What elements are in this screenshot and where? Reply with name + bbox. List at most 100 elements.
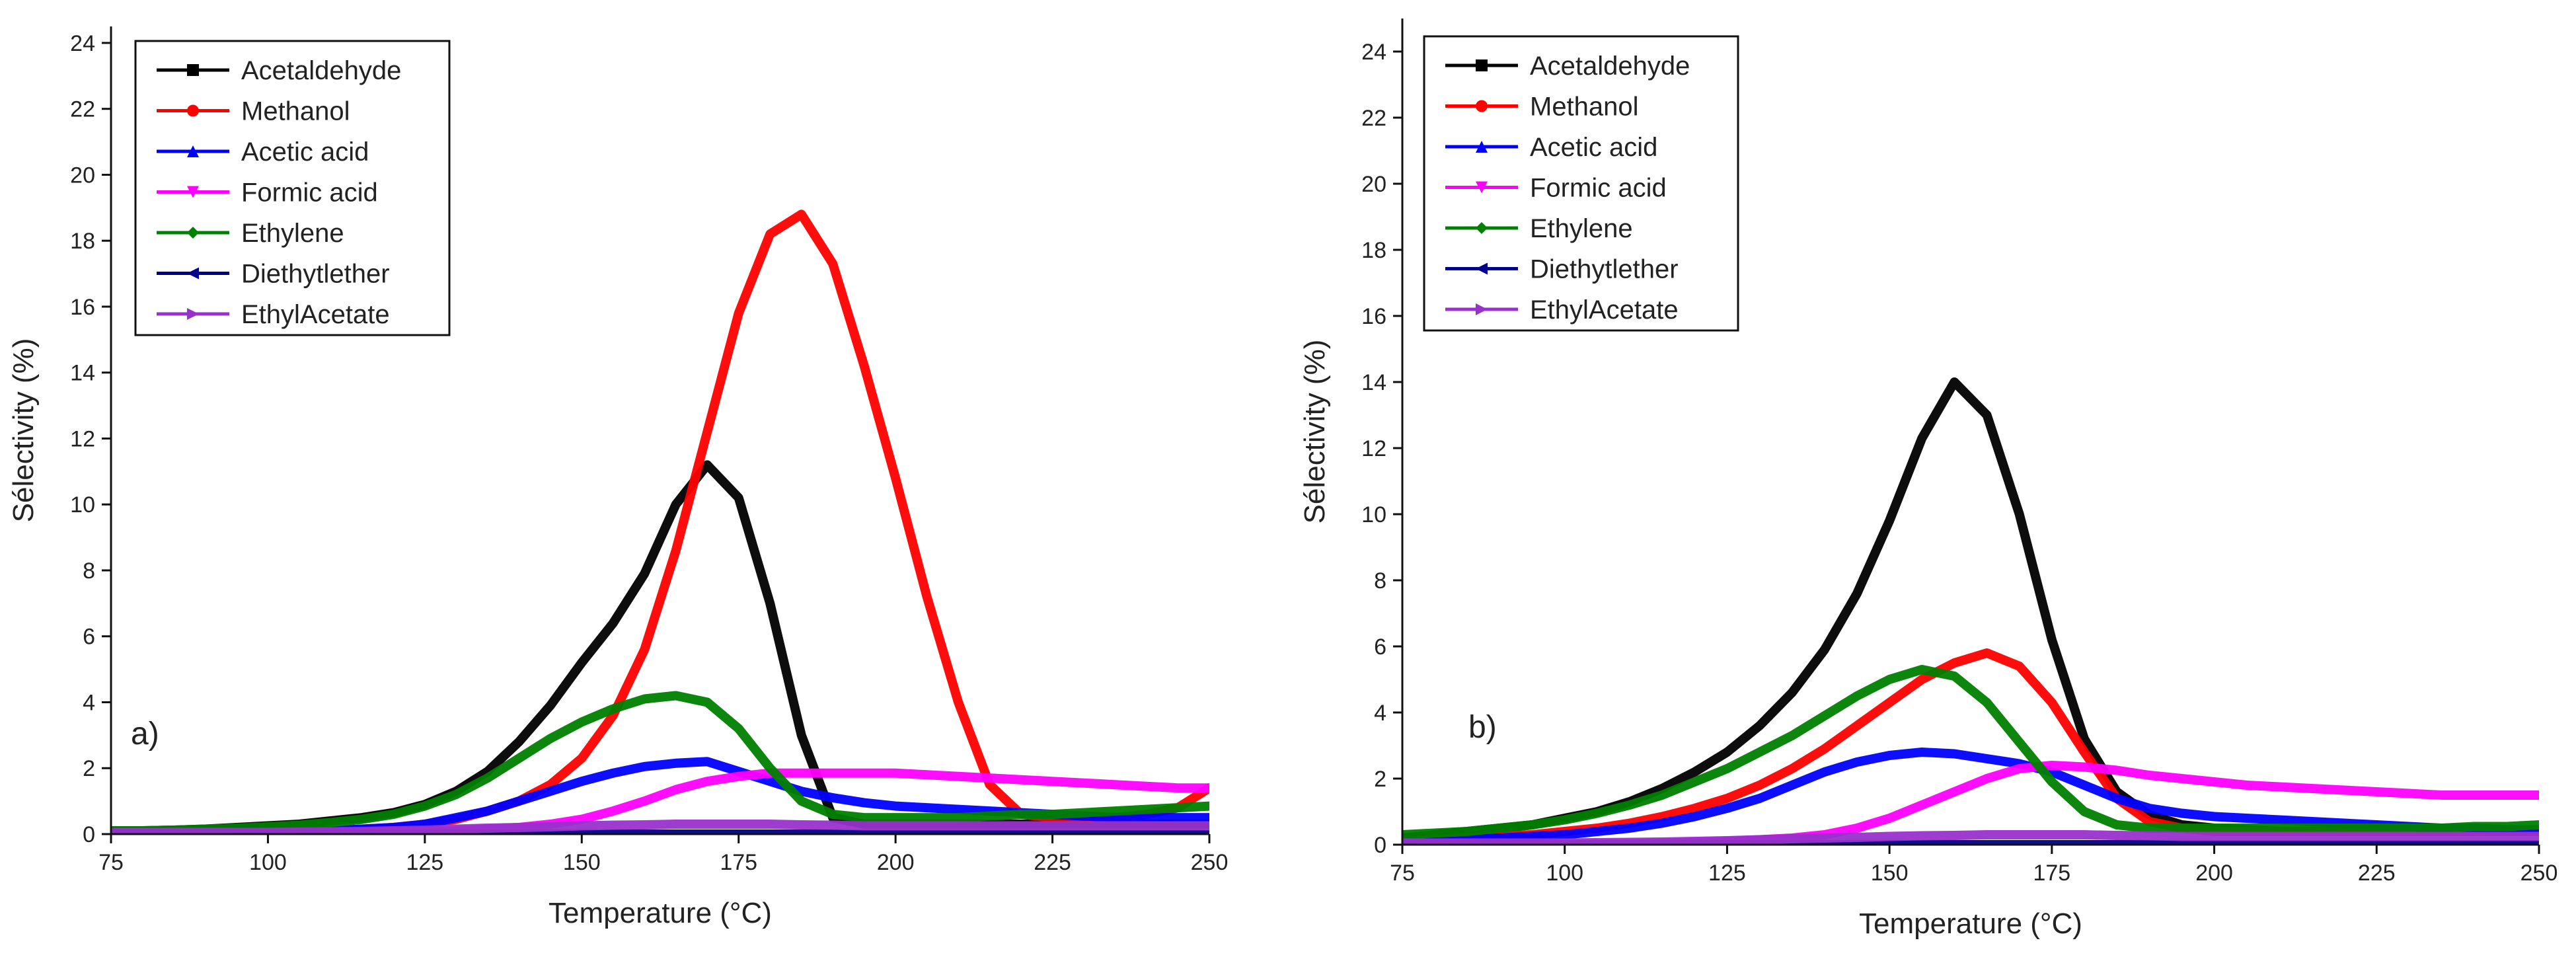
chart-panel-a: 75 100 125 150 175 200 225 25002468101214161820…: [7, 26, 1228, 929]
x-tick-label: 175: [720, 850, 757, 875]
y-tick-label: 4: [83, 690, 95, 715]
legend-label: Methanol: [241, 97, 350, 126]
y-tick-label: 0: [83, 822, 95, 847]
y-tick-label: 22: [70, 97, 95, 122]
legend: Acetaldehyde Methanol Acetic acid Formic ac…: [134, 40, 451, 336]
y-tick-label: 10: [1361, 502, 1386, 527]
legend-label: Acetaldehyde: [1530, 52, 1690, 81]
y-tick-label: 12: [70, 426, 95, 451]
series-line-acetic-acid: [1402, 748, 2539, 845]
y-tick-label: 24: [70, 31, 95, 56]
legend-marker-triangle-down: [1476, 181, 1488, 194]
y-tick-label: 24: [1361, 40, 1386, 65]
y-tick-label: 8: [83, 558, 95, 584]
legend-item: Formic acid: [157, 178, 378, 208]
y-tick-label: 4: [1374, 701, 1386, 726]
legend-item: Ethylene: [157, 219, 344, 248]
panel-label: a): [131, 716, 159, 751]
legend-label: Formic acid: [241, 178, 378, 208]
y-axis-label: Sélectivity (%): [1299, 340, 1331, 524]
y-tick-label: 6: [1374, 634, 1386, 660]
x-tick-label: 150: [1871, 861, 1909, 886]
legend-item: Acetaldehyde: [1445, 52, 1690, 81]
legend-box: [134, 40, 451, 336]
y-tick-label: 20: [70, 163, 95, 188]
legend-label: Diethytlether: [1530, 255, 1679, 284]
panel-label: b): [1468, 710, 1497, 745]
series-line-formic-acid: [111, 768, 1209, 834]
y-tick-label: 12: [1361, 436, 1386, 461]
x-tick-label: 100: [1546, 861, 1583, 886]
legend-marker-triangle-right: [1476, 303, 1488, 315]
legend-marker-triangle-left: [1476, 262, 1488, 275]
y-tick-label: 14: [1361, 370, 1386, 395]
x-tick-label: 225: [2358, 861, 2396, 886]
series-line-acetaldehyde: [1402, 377, 2539, 843]
legend-label: Acetic acid: [1530, 133, 1657, 162]
x-tick-label: 100: [249, 850, 287, 875]
legend-label: Methanol: [1530, 93, 1639, 122]
legend-item: Methanol: [1445, 93, 1639, 122]
legend-marker-square: [1476, 59, 1488, 71]
y-tick-label: 22: [1361, 106, 1386, 131]
y-tick-label: 2: [83, 756, 95, 781]
y-tick-label: 18: [70, 229, 95, 254]
legend-label: Ethylene: [1530, 214, 1633, 243]
x-tick-label: 150: [563, 850, 601, 875]
legend-item: Formic acid: [1445, 174, 1667, 203]
series-line-ethylacetate: [111, 820, 1209, 834]
legend-item: Methanol: [157, 97, 350, 126]
y-tick-label: 20: [1361, 172, 1386, 197]
x-tick-label: 125: [1708, 861, 1746, 886]
legend-item: Diethytlether: [1445, 255, 1679, 284]
y-tick-label: 6: [83, 625, 95, 650]
legend-marker-triangle-left: [187, 267, 199, 280]
legend-label: Formic acid: [1530, 174, 1667, 203]
x-tick-label: 75: [1390, 861, 1415, 886]
legend-label: Acetaldehyde: [241, 56, 401, 85]
y-tick-label: 16: [1361, 304, 1386, 329]
x-tick-label: 125: [406, 850, 443, 875]
legend-item: Acetic acid: [1445, 133, 1657, 162]
series-group: [1402, 377, 2539, 845]
y-tick-label: 16: [70, 295, 95, 320]
chart-panel-b: 75 100 125 150 175 200 225 25002468101214161820…: [1299, 19, 2557, 940]
series-group: [111, 210, 1209, 834]
series-line-acetaldehyde: [111, 460, 1209, 834]
x-axis-label: Temperature (°C): [549, 897, 772, 929]
legend-marker-circle: [187, 104, 199, 117]
y-tick-label: 18: [1361, 238, 1386, 263]
x-tick-label: 200: [877, 850, 915, 875]
y-tick-label: 2: [1374, 767, 1386, 792]
legend-label: Diethytlether: [241, 260, 390, 289]
legend-item: Ethylene: [1445, 214, 1633, 243]
legend-marker-triangle-down: [187, 186, 199, 198]
legend-marker-triangle-up: [187, 145, 199, 157]
x-tick-label: 175: [2033, 861, 2070, 886]
x-tick-label: 250: [2520, 861, 2558, 886]
legend-marker-diamond: [187, 227, 199, 239]
legend-item: Acetic acid: [157, 137, 369, 167]
y-tick-label: 0: [1374, 833, 1386, 858]
legend-box: [1423, 35, 1739, 332]
legend-item: EthylAcetate: [1445, 295, 1679, 325]
x-axis-label: Temperature (°C): [1859, 907, 2082, 940]
legend-item: Diethytlether: [157, 260, 390, 289]
legend-marker-square: [187, 64, 199, 76]
y-axis-label: Sélectivity (%): [7, 338, 40, 523]
legend-item: Acetaldehyde: [157, 56, 401, 85]
y-tick-label: 14: [70, 361, 95, 386]
legend-label: Acetic acid: [241, 137, 369, 167]
legend: Acetaldehyde Methanol Acetic acid Formic ac…: [1423, 35, 1739, 332]
legend-item: EthylAcetate: [157, 300, 390, 329]
series-line-ethylene: [1402, 665, 2539, 839]
legend-marker-diamond: [1476, 222, 1488, 234]
series-line-ethylacetate: [1402, 830, 2539, 845]
y-tick-label: 8: [1374, 568, 1386, 594]
legend-marker-triangle-up: [1476, 141, 1488, 153]
legend-label: EthylAcetate: [1530, 295, 1679, 325]
x-tick-label: 200: [2195, 861, 2233, 886]
series-line-ethylene: [111, 691, 1209, 834]
